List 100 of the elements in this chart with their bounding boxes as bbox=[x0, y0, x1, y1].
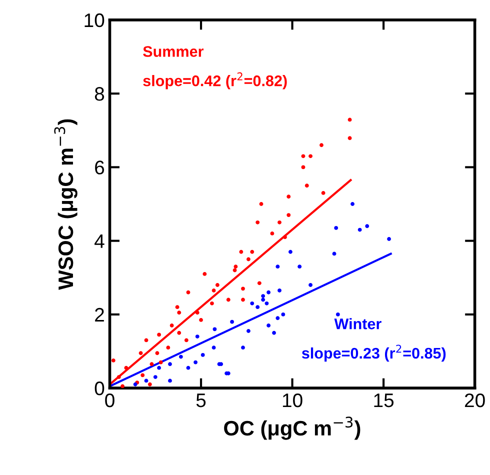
point bbox=[266, 290, 271, 294]
point bbox=[276, 316, 280, 320]
y-tick-label: 2 bbox=[95, 308, 104, 322]
point bbox=[266, 324, 271, 328]
point bbox=[177, 330, 182, 335]
point bbox=[321, 191, 326, 195]
point bbox=[212, 288, 216, 292]
point bbox=[348, 118, 352, 122]
x-tick-label: 10 bbox=[282, 393, 302, 408]
point bbox=[158, 360, 163, 364]
point bbox=[124, 366, 128, 370]
point bbox=[226, 298, 230, 302]
point bbox=[148, 382, 152, 386]
text: Summer bbox=[143, 46, 204, 57]
point bbox=[212, 346, 216, 350]
point bbox=[250, 250, 254, 254]
y-axis-title: WSOC (μgC m$^{−3}$) bbox=[54, 119, 78, 290]
point bbox=[288, 250, 292, 254]
point bbox=[150, 362, 154, 366]
y-tick-label: 6 bbox=[95, 160, 104, 174]
point bbox=[177, 310, 182, 315]
point bbox=[157, 332, 162, 337]
point bbox=[286, 194, 291, 199]
point bbox=[186, 290, 190, 294]
point bbox=[320, 143, 324, 148]
point bbox=[256, 305, 260, 310]
point bbox=[199, 318, 203, 322]
point bbox=[250, 301, 254, 306]
point bbox=[286, 213, 291, 218]
point bbox=[308, 154, 312, 158]
x-tick-label: 20 bbox=[464, 393, 485, 408]
point bbox=[230, 320, 234, 324]
y-tick-label: 4 bbox=[94, 234, 104, 248]
point bbox=[195, 334, 200, 338]
point bbox=[212, 327, 217, 332]
point bbox=[138, 351, 143, 356]
point bbox=[116, 375, 121, 379]
annotation: slope=0.42 (r$^{2}$=0.82) bbox=[143, 72, 287, 90]
point bbox=[140, 373, 145, 378]
point bbox=[261, 294, 266, 298]
point bbox=[272, 330, 276, 335]
point bbox=[202, 272, 207, 276]
point bbox=[298, 264, 302, 269]
point bbox=[387, 237, 391, 241]
point bbox=[257, 281, 262, 286]
point bbox=[304, 184, 309, 188]
point bbox=[175, 305, 180, 310]
point bbox=[365, 224, 370, 228]
x-axis-title: OC (μgC m$^{−3}$) bbox=[224, 416, 360, 440]
x-tick-label: 5 bbox=[196, 394, 206, 408]
point bbox=[301, 154, 306, 158]
series-label: Winter bbox=[334, 318, 382, 330]
point bbox=[155, 351, 160, 356]
point bbox=[120, 384, 124, 388]
x-tick-label: 0 bbox=[105, 393, 114, 408]
point bbox=[283, 235, 287, 240]
point bbox=[246, 257, 250, 262]
point bbox=[111, 358, 116, 362]
point bbox=[234, 264, 238, 269]
point bbox=[348, 136, 352, 140]
y-tick-label: 0 bbox=[94, 382, 104, 396]
annotation: slope=0.23 (r$^{2}$=0.85) bbox=[302, 344, 446, 362]
point bbox=[178, 354, 183, 359]
point bbox=[334, 226, 338, 230]
y-tick-label: 8 bbox=[94, 87, 104, 101]
point bbox=[186, 366, 190, 370]
point bbox=[308, 283, 312, 287]
point bbox=[184, 338, 188, 342]
point bbox=[144, 338, 148, 342]
point bbox=[276, 264, 280, 269]
point bbox=[261, 298, 266, 302]
point bbox=[241, 286, 245, 291]
point bbox=[241, 298, 245, 302]
y-tick-label: 10 bbox=[84, 13, 104, 28]
point bbox=[200, 352, 205, 357]
point bbox=[246, 329, 250, 333]
point bbox=[232, 268, 237, 272]
point bbox=[358, 228, 362, 232]
point bbox=[153, 375, 158, 379]
point bbox=[332, 252, 336, 256]
point bbox=[168, 378, 172, 383]
point bbox=[170, 324, 174, 328]
point bbox=[336, 312, 340, 316]
point bbox=[281, 312, 286, 316]
point bbox=[157, 366, 162, 370]
point bbox=[195, 310, 200, 315]
point bbox=[264, 301, 269, 306]
point bbox=[194, 360, 198, 364]
point bbox=[259, 202, 264, 206]
point bbox=[278, 288, 282, 292]
point bbox=[241, 346, 245, 350]
x-tick-label: 15 bbox=[374, 394, 394, 408]
point bbox=[350, 202, 354, 206]
point bbox=[210, 301, 214, 306]
point bbox=[270, 232, 274, 236]
point bbox=[144, 378, 148, 383]
point bbox=[256, 220, 260, 224]
point bbox=[239, 250, 244, 254]
point bbox=[215, 283, 220, 287]
point bbox=[166, 346, 170, 350]
